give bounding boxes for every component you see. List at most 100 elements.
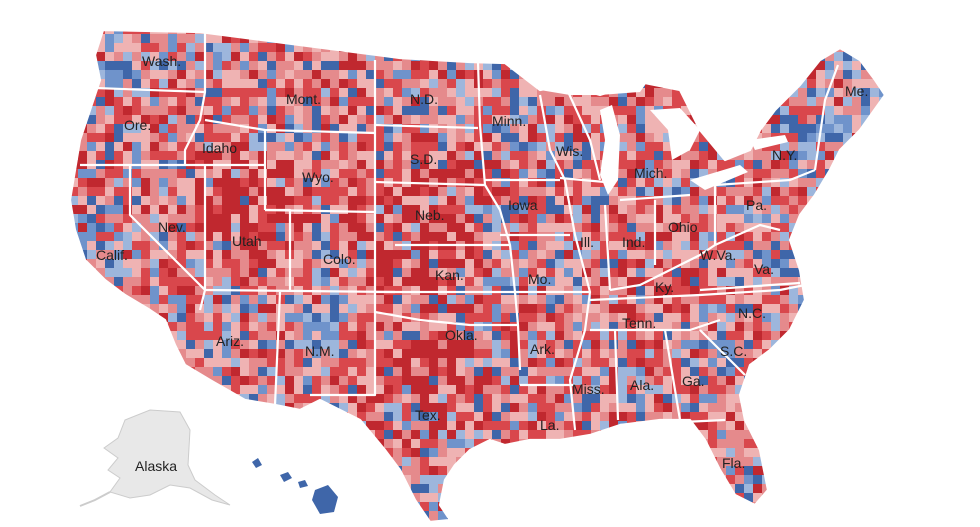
county-cell (573, 286, 583, 296)
county-cell (330, 457, 340, 467)
county-cell (375, 232, 385, 242)
county-cell (366, 448, 376, 458)
county-cell (483, 367, 493, 377)
county-cell (366, 322, 376, 332)
county-cell (258, 196, 268, 206)
county-cell (105, 304, 115, 314)
county-cell (303, 106, 313, 116)
county-cell (258, 358, 268, 368)
county-cell (249, 196, 259, 206)
county-cell (150, 52, 160, 62)
county-cell (420, 277, 430, 287)
county-cell (735, 61, 745, 71)
county-cell (132, 106, 142, 116)
county-cell (708, 448, 718, 458)
county-cell (168, 322, 178, 332)
county-cell (609, 475, 619, 485)
county-cell (699, 88, 709, 98)
county-cell (312, 124, 322, 134)
county-cell (726, 160, 736, 170)
county-cell (717, 493, 727, 503)
county-cell (501, 124, 511, 134)
county-cell (240, 421, 250, 431)
county-cell (312, 340, 322, 350)
county-cell (897, 34, 907, 44)
county-cell (492, 304, 502, 314)
county-cell (321, 79, 331, 89)
county-cell (627, 340, 637, 350)
county-cell (240, 205, 250, 215)
county-cell (483, 430, 493, 440)
county-cell (402, 268, 412, 278)
county-cell (465, 178, 475, 188)
county-cell (699, 52, 709, 62)
county-cell (321, 268, 331, 278)
county-cell (438, 205, 448, 215)
county-cell (510, 187, 520, 197)
county-cell (645, 430, 655, 440)
county-cell (375, 268, 385, 278)
county-cell (771, 412, 781, 422)
county-cell (762, 367, 772, 377)
county-cell (546, 340, 556, 350)
county-cell (663, 30, 673, 35)
county-cell (537, 142, 547, 152)
county-cell (627, 412, 637, 422)
county-cell (771, 115, 781, 125)
county-cell (609, 493, 619, 503)
county-cell (276, 385, 286, 395)
county-cell (879, 322, 885, 332)
county-cell (519, 43, 529, 53)
county-cell (528, 124, 538, 134)
county-cell (474, 493, 484, 503)
county-cell (735, 376, 745, 386)
county-cell (213, 349, 223, 359)
county-cell (510, 475, 520, 485)
county-cell (681, 34, 691, 44)
county-cell (618, 277, 628, 287)
county-cell (816, 151, 826, 161)
county-cell (87, 70, 97, 80)
county-cell (762, 187, 772, 197)
county-cell (384, 322, 394, 332)
county-cell (627, 466, 637, 476)
county-cell (807, 448, 817, 458)
county-cell (699, 133, 709, 143)
county-cell (402, 457, 412, 467)
county-cell (222, 313, 232, 323)
county-cell (681, 394, 691, 404)
county-cell (645, 457, 655, 467)
county-cell (375, 88, 385, 98)
county-cell (87, 385, 97, 395)
county-cell (636, 250, 646, 260)
county-cell (627, 97, 637, 107)
county-cell (141, 277, 151, 287)
county-cell (825, 403, 835, 413)
county-cell (249, 448, 259, 458)
county-cell (600, 241, 610, 251)
county-cell (897, 385, 907, 395)
county-cell (780, 160, 790, 170)
county-cell (897, 331, 907, 341)
county-cell (240, 115, 250, 125)
county-cell (897, 376, 907, 386)
county-cell (834, 304, 844, 314)
county-cell (564, 142, 574, 152)
county-cell (771, 358, 781, 368)
county-cell (573, 331, 583, 341)
county-cell (501, 331, 511, 341)
county-cell (519, 466, 529, 476)
county-cell (285, 30, 295, 35)
county-cell (501, 214, 511, 224)
county-cell (555, 97, 565, 107)
county-cell (357, 313, 367, 323)
county-cell (195, 79, 205, 89)
county-cell (519, 142, 529, 152)
county-cell (492, 52, 502, 62)
county-cell (222, 466, 232, 476)
county-cell (474, 196, 484, 206)
county-cell (726, 286, 736, 296)
county-cell (582, 178, 592, 188)
county-cell (78, 493, 88, 503)
county-cell (114, 34, 124, 44)
